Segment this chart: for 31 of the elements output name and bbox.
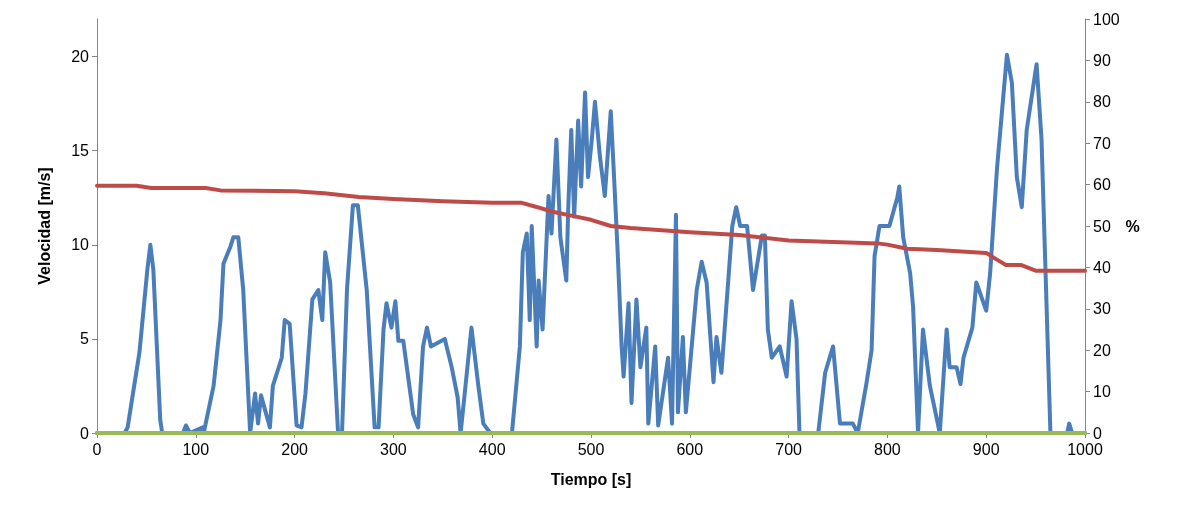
x-tick-label: 300: [380, 440, 407, 458]
y-tick-label: 20: [71, 48, 90, 66]
x-tick-label: 800: [874, 440, 901, 458]
y-tick-label: 0: [80, 424, 90, 442]
x-tick-label: 100: [182, 440, 210, 458]
y2-tick-label: 80: [1093, 93, 1111, 111]
y2-tick-label: 60: [1093, 176, 1111, 194]
y2-tick-label: 50: [1093, 217, 1111, 235]
y-axis-title: Velocidad [m/s]: [35, 167, 53, 285]
y2-tick-label: 70: [1093, 134, 1111, 152]
y-tick-label: 5: [80, 330, 90, 348]
x-tick-label: 200: [281, 440, 309, 458]
y-tick-label: 10: [71, 236, 90, 254]
x-tick-label: 1000: [1067, 440, 1103, 458]
y2-tick-label: 100: [1093, 10, 1120, 28]
y-tick-label: 15: [71, 142, 90, 160]
y2-tick-label: 10: [1093, 383, 1111, 401]
x-tick-label: 0: [92, 440, 102, 458]
y2-tick-label: 20: [1093, 341, 1111, 359]
x-tick-label: 500: [577, 440, 605, 458]
x-tick-label: 600: [676, 440, 704, 458]
y2-axis-title: %: [1125, 217, 1140, 235]
x-tick-label: 700: [775, 440, 803, 458]
y2-tick-label: 0: [1093, 424, 1102, 442]
line-series: [95, 183, 1087, 273]
x-tick-label: 900: [972, 440, 1000, 458]
y2-tick-label: 40: [1093, 258, 1111, 276]
x-axis-title: Tiempo [s]: [550, 470, 632, 488]
x-tick-label: 400: [478, 440, 506, 458]
y2-tick-label: 90: [1093, 51, 1111, 69]
y2-tick-label: 30: [1093, 300, 1111, 318]
